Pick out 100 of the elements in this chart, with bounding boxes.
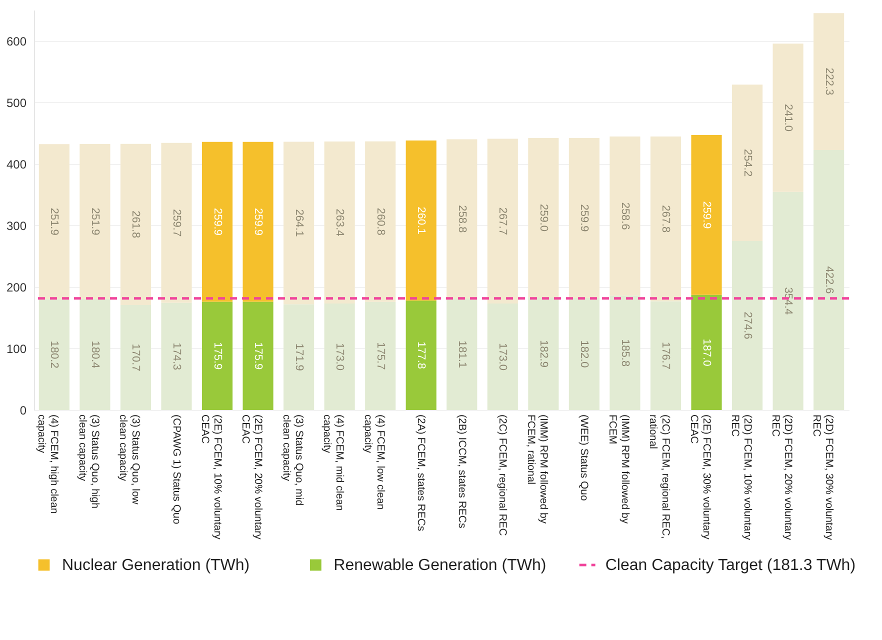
data-label: 259.7 <box>170 209 182 237</box>
data-label: 259.9 <box>211 208 224 236</box>
data-label: 259.9 <box>252 208 264 236</box>
data-label: 267.7 <box>496 207 509 235</box>
legend-label: Clean Capacity Target (181.3 TWh) <box>605 557 856 574</box>
bar <box>691 294 722 410</box>
data-label: 261.8 <box>130 210 142 238</box>
x-tick-label: (IMM) RPM followed by FCEM <box>606 414 631 524</box>
data-label: 182.9 <box>537 340 550 368</box>
x-tick-label: (2C) FCEM, regional REC <box>496 414 509 536</box>
data-label: 259.0 <box>537 204 550 232</box>
data-label: 251.9 <box>88 208 101 236</box>
bar <box>650 136 682 302</box>
bar <box>528 138 559 298</box>
data-label: 185.8 <box>618 339 631 367</box>
data-label: 182.0 <box>578 340 590 368</box>
bar <box>284 142 314 304</box>
x-tick-label: (2D) FCEM, 30% voluntary REC <box>810 414 835 541</box>
legend-label: Nuclear Generation (TWh) <box>62 557 250 574</box>
x-tick-label: (WEE) Status Quo <box>578 414 590 502</box>
bar <box>814 150 844 410</box>
data-label: 175.9 <box>252 342 264 370</box>
bar <box>202 302 233 410</box>
x-tick-label: (4) FCEM, high clean capacity <box>36 414 60 514</box>
x-tick-label: (4) FCEM, low clean capacity <box>362 414 386 510</box>
data-label: 259.9 <box>578 204 590 232</box>
data-label: 422.6 <box>822 266 835 294</box>
bar <box>650 301 682 410</box>
y-tick-label: 400 <box>6 157 27 172</box>
data-label: 187.0 <box>700 338 713 366</box>
bar <box>202 142 233 302</box>
bar <box>406 140 436 301</box>
bar <box>610 136 640 296</box>
bar <box>446 298 478 410</box>
bar <box>161 142 192 303</box>
y-tick-label: 200 <box>6 280 27 294</box>
bar <box>528 297 559 410</box>
bar <box>284 304 314 410</box>
bar <box>610 296 640 410</box>
x-tick-label: (2E) FCEM, 30% voluntary CEAC <box>688 414 713 540</box>
bar <box>814 13 844 150</box>
y-tick-label: 100 <box>6 342 27 356</box>
bar <box>732 84 763 242</box>
x-tick-label: (4) FCEM, mid clean capacity <box>321 414 346 511</box>
y-tick-label: 500 <box>6 96 27 110</box>
data-label: 175.9 <box>211 342 224 370</box>
bar <box>38 299 70 410</box>
bar <box>365 302 396 410</box>
bar <box>242 142 274 302</box>
x-tick-label: (2E) FCEM, 20% voluntary CEAC <box>240 414 264 540</box>
data-label: 263.4 <box>334 208 346 236</box>
data-label: 171.9 <box>292 343 305 371</box>
x-tick-label: (2B) ICCM, states RECs <box>456 414 468 528</box>
data-label: 222.3 <box>822 68 835 96</box>
bar <box>487 304 518 410</box>
data-label: 241.0 <box>782 104 794 132</box>
data-label: 181.1 <box>456 340 468 368</box>
bar <box>446 139 478 299</box>
data-label: 180.4 <box>88 340 101 368</box>
data-label: 260.1 <box>415 206 428 234</box>
data-label: 264.1 <box>292 209 305 237</box>
data-label: 251.9 <box>48 208 60 236</box>
data-label: 174.3 <box>170 342 182 370</box>
bar <box>732 241 763 410</box>
bar <box>772 44 804 192</box>
bar <box>324 141 355 304</box>
data-label: 274.6 <box>741 312 754 340</box>
bar <box>120 304 152 410</box>
data-label: 177.8 <box>415 342 428 370</box>
x-tick-label: (2A) FCEM, states RECs <box>415 414 428 532</box>
data-label: 258.6 <box>618 202 631 230</box>
data-label: 170.7 <box>130 344 142 372</box>
data-label: 173.0 <box>496 343 509 371</box>
bar <box>120 144 152 305</box>
data-label: 267.8 <box>660 205 672 233</box>
data-label: 258.8 <box>456 205 468 233</box>
bar <box>568 298 600 410</box>
data-label: 260.8 <box>374 208 386 236</box>
data-label: 180.2 <box>48 340 60 368</box>
data-label: 175.7 <box>374 342 386 370</box>
y-tick-label: 300 <box>6 218 27 233</box>
bar <box>487 138 518 304</box>
x-tick-label: (CPAWG 1) Status Quo <box>170 414 182 524</box>
data-label: 173.0 <box>334 343 346 371</box>
bar <box>242 302 274 410</box>
y-tick-label: 0 <box>20 404 27 418</box>
x-tick-label: (2D) FCEM, 20% voluntary REC <box>770 414 794 541</box>
bar <box>772 192 804 410</box>
bar <box>691 134 722 295</box>
bar <box>80 144 110 299</box>
bar <box>161 302 192 410</box>
data-label: 176.7 <box>660 342 672 370</box>
data-label: 259.9 <box>700 201 713 229</box>
y-tick-label: 600 <box>6 34 27 48</box>
bar <box>568 138 600 298</box>
x-tick-label: (2D) FCEM, 10% voluntary REC <box>728 414 754 541</box>
bar <box>80 298 110 410</box>
data-label: 254.2 <box>741 149 754 177</box>
x-tick-label: (3) Status Quo, mid clean capacity <box>280 414 305 506</box>
bar <box>365 141 396 302</box>
